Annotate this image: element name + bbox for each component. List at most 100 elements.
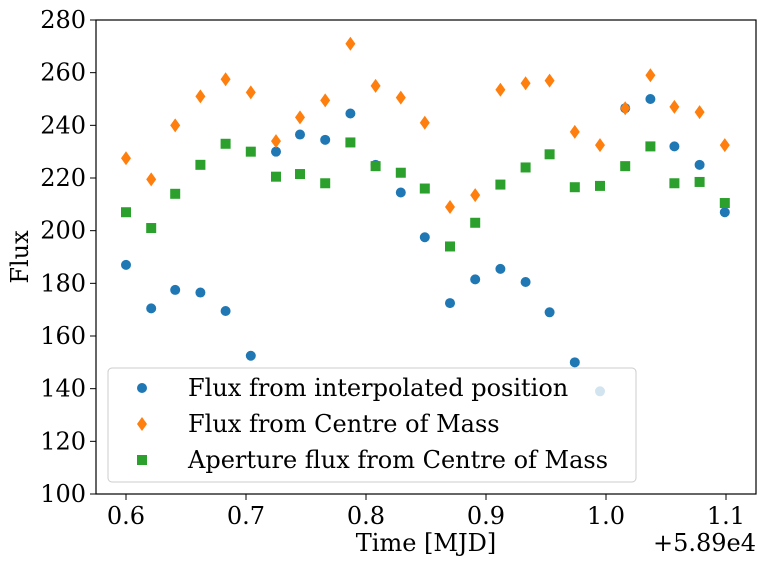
data-point-circle	[544, 307, 555, 318]
data-point-circle	[445, 298, 455, 309]
legend-label-interpolated: Flux from interpolated position	[188, 374, 568, 402]
data-point-square	[271, 171, 281, 182]
data-point-square	[669, 178, 680, 189]
data-point-diamond	[669, 99, 680, 114]
legend: Flux from interpolated position Flux fro…	[107, 367, 637, 483]
data-point-diamond	[195, 89, 206, 104]
data-point-circle	[220, 305, 231, 316]
data-point-circle	[719, 207, 730, 218]
data-point-square	[620, 161, 631, 172]
data-point-square	[245, 146, 256, 157]
data-point-diamond	[320, 93, 331, 108]
data-point-square	[445, 241, 455, 252]
series-diamond	[121, 36, 730, 214]
x-tick-label: 0.9	[467, 502, 505, 530]
data-point-circle	[170, 284, 181, 295]
data-point-diamond	[170, 118, 181, 133]
data-point-square	[146, 223, 157, 234]
x-tick-label: 0.8	[347, 502, 385, 530]
data-point-circle	[395, 187, 406, 198]
data-point-circle	[295, 129, 305, 140]
y-tick-label: 100	[40, 480, 86, 508]
data-point-square	[395, 167, 406, 178]
data-point-square	[370, 161, 381, 172]
data-point-diamond	[419, 115, 430, 130]
data-point-diamond	[345, 36, 356, 51]
data-point-circle	[419, 232, 430, 243]
data-point-circle	[121, 259, 131, 270]
data-point-diamond	[295, 110, 305, 125]
y-axis-label: Flux	[6, 230, 34, 284]
data-point-circle	[245, 350, 256, 361]
legend-label-aperture: Aperture flux from Centre of Mass	[187, 446, 608, 474]
data-point-diamond	[146, 172, 157, 187]
axes-frame	[95, 19, 757, 495]
data-point-diamond	[520, 76, 531, 91]
data-point-circle	[495, 263, 506, 274]
data-point-circle	[320, 134, 331, 145]
data-point-square	[495, 179, 506, 190]
data-point-diamond	[719, 138, 730, 153]
legend-marker-circle	[137, 383, 147, 393]
data-point-diamond	[645, 68, 656, 83]
data-point-circle	[694, 159, 705, 170]
data-point-diamond	[220, 72, 231, 87]
legend-marker-diamond	[137, 417, 147, 431]
x-tick-label: 0.7	[227, 502, 265, 530]
legend-marker-square	[137, 455, 147, 465]
legend-box	[107, 367, 637, 483]
data-point-circle	[470, 274, 481, 285]
y-tick-label: 160	[40, 322, 86, 350]
data-point-diamond	[121, 151, 131, 166]
data-point-square	[719, 198, 730, 209]
legend-label-centre-of-mass: Flux from Centre of Mass	[188, 410, 500, 438]
x-tick-label: 0.6	[107, 502, 145, 530]
data-point-diamond	[544, 73, 555, 88]
data-point-square	[544, 149, 555, 160]
data-point-square	[220, 138, 231, 149]
data-point-circle	[195, 287, 206, 298]
x-axis-label: Time [MJD]	[356, 529, 496, 557]
series-square	[121, 137, 730, 252]
y-tick-label: 120	[40, 427, 86, 455]
data-point-circle	[569, 357, 580, 368]
data-point-diamond	[271, 134, 281, 149]
data-point-diamond	[569, 124, 580, 139]
axis-ticks: 0.6 0.7 0.8 0.9 1.0 1.1 100 120 140 160 180 200 220 2…	[40, 6, 745, 530]
data-point-circle	[669, 141, 680, 152]
data-point-diamond	[595, 138, 605, 153]
data-point-diamond	[370, 78, 381, 93]
data-point-square	[320, 178, 331, 189]
data-point-diamond	[694, 105, 705, 120]
data-point-diamond	[620, 101, 631, 116]
plot-area	[121, 36, 730, 397]
data-point-diamond	[395, 90, 406, 105]
data-point-square	[470, 217, 481, 228]
x-tick-label: 1.1	[707, 502, 745, 530]
y-tick-label: 240	[40, 111, 86, 139]
x-axis-offset-label: +5.89e4	[653, 529, 756, 557]
data-point-diamond	[470, 188, 481, 203]
data-point-circle	[520, 277, 531, 288]
data-point-square	[520, 162, 531, 173]
data-point-square	[645, 141, 656, 152]
data-point-circle	[271, 146, 281, 157]
data-point-diamond	[245, 85, 256, 100]
data-point-square	[170, 188, 181, 199]
data-point-diamond	[495, 82, 506, 97]
data-point-circle	[146, 303, 157, 314]
y-tick-label: 220	[40, 164, 86, 192]
y-tick-label: 280	[40, 6, 86, 34]
x-tick-label: 1.0	[587, 502, 625, 530]
y-tick-label: 200	[40, 217, 86, 245]
data-point-square	[345, 137, 356, 148]
data-point-diamond	[445, 199, 455, 214]
data-point-square	[295, 169, 305, 180]
data-point-square	[121, 207, 131, 218]
y-tick-label: 260	[40, 59, 86, 87]
data-point-square	[195, 159, 206, 170]
data-point-square	[694, 176, 705, 187]
series-circle	[121, 94, 730, 397]
data-point-square	[569, 182, 580, 193]
